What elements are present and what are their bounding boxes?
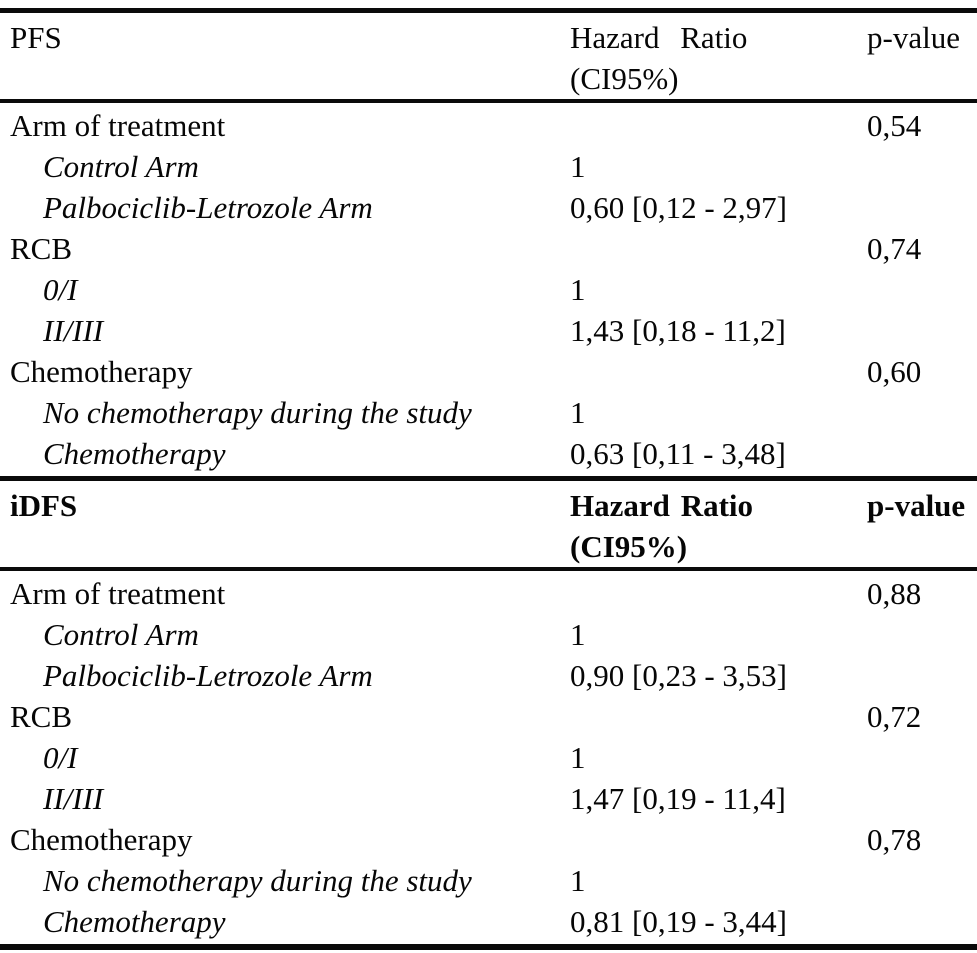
hazard-ratio-header-line1: Hazard Ratio	[570, 20, 748, 55]
p-value-cell	[867, 433, 975, 474]
hazard-ratio-cell	[570, 351, 867, 392]
section-divider-rule	[0, 476, 977, 481]
p-value-cell	[867, 778, 975, 819]
table-rule-top	[0, 8, 977, 13]
table-row: Chemotherapy 0,60	[0, 351, 977, 392]
row-label: II/III	[43, 781, 104, 816]
row-label: 0/I	[43, 740, 78, 775]
idfs-section-title: iDFS	[10, 488, 78, 523]
table-row: Chemotherapy 0,78	[0, 819, 977, 860]
p-value-cell: 0,60	[867, 354, 922, 389]
hazard-ratio-cell: 1	[570, 395, 586, 430]
pfs-section-title: PFS	[10, 20, 62, 55]
p-value-cell: 0,88	[867, 576, 922, 611]
p-value-cell	[867, 901, 975, 942]
hazard-ratio-cell: 1	[570, 149, 586, 184]
pfs-section-rows: Arm of treatment 0,54 Control Arm 1 Palb…	[0, 103, 977, 476]
row-label: RCB	[10, 699, 73, 734]
row-label: Arm of treatment	[10, 576, 226, 611]
hazard-ratio-cell	[570, 105, 867, 146]
pfs-header-rule	[0, 99, 977, 103]
hazard-ratio-header-line1: Hazard Ratio	[570, 488, 754, 523]
table-row: Control Arm 1	[0, 146, 977, 187]
hazard-ratio-cell: 1,43 [0,18 - 11,2]	[570, 313, 786, 348]
p-value-cell	[867, 392, 975, 433]
p-value-cell: 0,78	[867, 822, 922, 857]
table-row: Chemotherapy 0,63 [0,11 - 3,48]	[0, 433, 977, 474]
row-label: 0/I	[43, 272, 78, 307]
table-row: Palbociclib-Letrozole Arm 0,90 [0,23 - 3…	[0, 655, 977, 696]
table-row: RCB 0,72	[0, 696, 977, 737]
table-row: Arm of treatment 0,54	[0, 105, 977, 146]
p-value-cell	[867, 655, 975, 696]
table-row: II/III 1,43 [0,18 - 11,2]	[0, 310, 977, 351]
table-row: No chemotherapy during the study 1	[0, 392, 977, 433]
hazard-ratio-cell: 0,60 [0,12 - 2,97]	[570, 190, 787, 225]
hazard-ratio-cell: 1	[570, 617, 586, 652]
row-label: No chemotherapy during the study	[43, 863, 472, 898]
hazard-ratio-cell	[570, 819, 867, 860]
p-value-cell	[867, 614, 975, 655]
hazard-ratio-cell	[570, 573, 867, 614]
row-label: Chemotherapy	[43, 904, 226, 939]
hazard-ratio-column-header: Hazard Ratio (CI95%)	[570, 485, 867, 567]
p-value-column-header: p-value	[867, 20, 960, 55]
table-row: 0/I 1	[0, 269, 977, 310]
table-row: Chemotherapy 0,81 [0,19 - 3,44]	[0, 901, 977, 942]
row-label: RCB	[10, 231, 73, 266]
idfs-header-row: iDFS Hazard Ratio (CI95%) p-value	[0, 481, 977, 567]
table-row: RCB 0,74	[0, 228, 977, 269]
pfs-header-row: PFS Hazard Ratio (CI95%) p-value	[0, 13, 977, 99]
row-label: Control Arm	[43, 149, 199, 184]
table-row: No chemotherapy during the study 1	[0, 860, 977, 901]
row-label: Chemotherapy	[10, 354, 193, 389]
table-row: 0/I 1	[0, 737, 977, 778]
p-value-cell: 0,74	[867, 231, 922, 266]
p-value-cell	[867, 146, 975, 187]
hazard-ratio-cell: 1	[570, 272, 586, 307]
p-value-column-header: p-value	[867, 488, 966, 523]
p-value-cell	[867, 860, 975, 901]
hazard-ratio-cell: 1	[570, 863, 586, 898]
table-row: II/III 1,47 [0,19 - 11,4]	[0, 778, 977, 819]
hazard-ratio-cell: 0,81 [0,19 - 3,44]	[570, 904, 787, 939]
hazard-ratio-cell	[570, 696, 867, 737]
hazard-ratio-header-line2: (CI95%)	[570, 61, 679, 96]
hazard-ratio-cell: 0,90 [0,23 - 3,53]	[570, 658, 787, 693]
row-label: Chemotherapy	[10, 822, 193, 857]
row-label: II/III	[43, 313, 104, 348]
table-row: Arm of treatment 0,88	[0, 573, 977, 614]
hazard-ratio-column-header: Hazard Ratio (CI95%)	[570, 17, 867, 99]
p-value-cell	[867, 187, 975, 228]
row-label: No chemotherapy during the study	[43, 395, 472, 430]
p-value-cell: 0,72	[867, 699, 922, 734]
idfs-section-rows: Arm of treatment 0,88 Control Arm 1 Palb…	[0, 571, 977, 944]
p-value-cell	[867, 310, 975, 351]
row-label: Control Arm	[43, 617, 199, 652]
row-label: Palbociclib-Letrozole Arm	[43, 658, 373, 693]
hazard-ratio-header-line2: (CI95%)	[570, 529, 688, 564]
row-label: Chemotherapy	[43, 436, 226, 471]
p-value-cell: 0,54	[867, 108, 922, 143]
p-value-cell	[867, 737, 975, 778]
hazard-ratio-cell: 0,63 [0,11 - 3,48]	[570, 436, 786, 471]
hazard-ratio-cell: 1,47 [0,19 - 11,4]	[570, 781, 786, 816]
table-row: Palbociclib-Letrozole Arm 0,60 [0,12 - 2…	[0, 187, 977, 228]
p-value-cell	[867, 269, 975, 310]
idfs-header-rule	[0, 567, 977, 571]
row-label: Palbociclib-Letrozole Arm	[43, 190, 373, 225]
hazard-ratio-cell	[570, 228, 867, 269]
hazard-ratio-cell: 1	[570, 740, 586, 775]
row-label: Arm of treatment	[10, 108, 226, 143]
table-row: Control Arm 1	[0, 614, 977, 655]
table-rule-bottom	[0, 944, 977, 950]
